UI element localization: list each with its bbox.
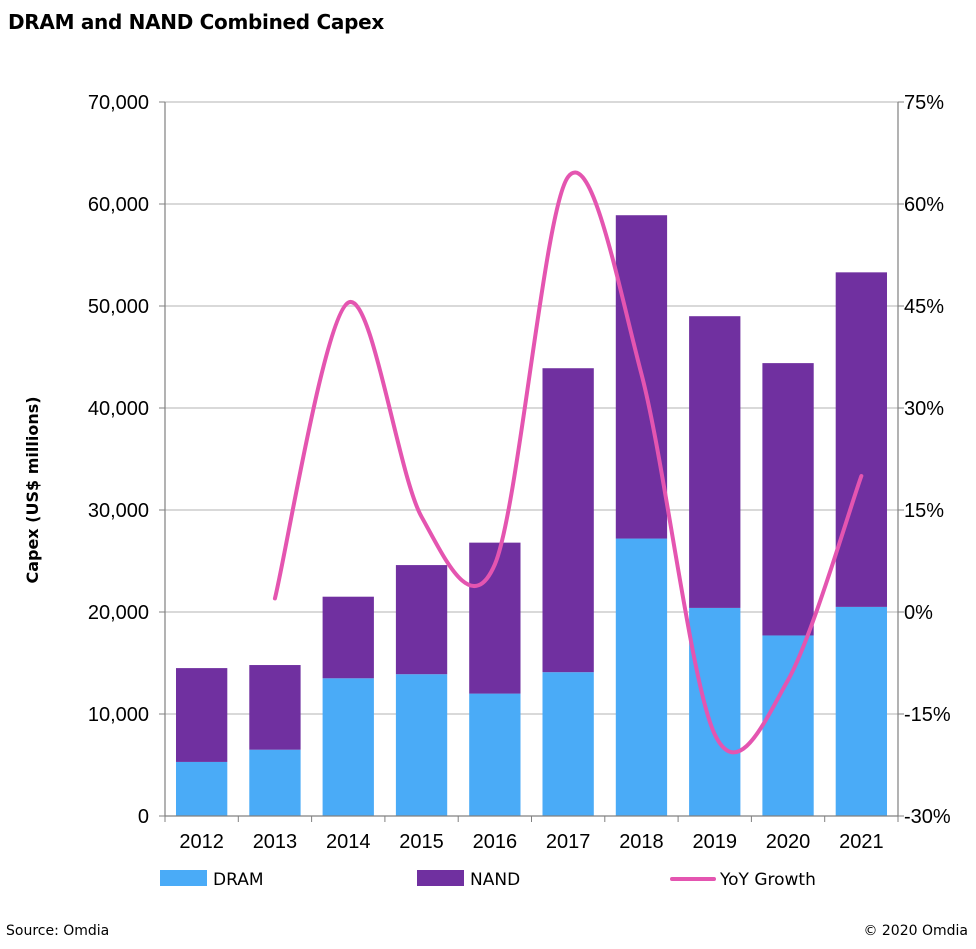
- y-tick-label: 40,000: [88, 398, 149, 420]
- y2-tick-label: 0%: [904, 602, 933, 624]
- nand-bar: [835, 272, 888, 607]
- x-tick-label: 2014: [326, 831, 371, 853]
- dram-bar: [175, 761, 228, 816]
- copyright-note: © 2020 Omdia: [863, 923, 968, 939]
- dram-bar: [469, 693, 521, 816]
- y-tick-label: 70,000: [88, 92, 149, 114]
- legend-swatch-nand: [417, 870, 464, 886]
- y-tick-label: 10,000: [88, 704, 149, 726]
- chart-title: DRAM and NAND Combined Capex: [8, 10, 384, 34]
- x-tick-label: 2018: [619, 831, 664, 853]
- dram-bar: [762, 635, 814, 816]
- x-tick-label: 2020: [766, 831, 811, 853]
- nand-bar: [395, 565, 448, 675]
- dram-bar: [249, 749, 301, 816]
- y2-tick-label: -30%: [904, 806, 951, 828]
- dram-bar: [542, 672, 594, 816]
- x-tick-label: 2013: [253, 831, 298, 853]
- y-tick-label: 0: [138, 806, 149, 828]
- dram-bar: [615, 538, 668, 816]
- yoy-growth-line: [272, 170, 864, 755]
- y-tick-label: 30,000: [88, 500, 149, 522]
- y2-tick-label: 15%: [904, 500, 944, 522]
- dram-bar: [689, 607, 741, 816]
- dram-bar: [835, 606, 888, 816]
- legend-swatch-dram: [160, 870, 207, 886]
- tick-labels: 0 -30% 10,000 -15% 20,000 0% 30,000 15% 40,000 30…: [88, 92, 951, 853]
- dram-bar: [395, 674, 448, 816]
- dram-bar: [322, 678, 374, 816]
- y2-tick-label: 45%: [904, 296, 944, 318]
- y-axis-title: Capex (US$ millions): [23, 396, 42, 583]
- nand-bar: [762, 363, 814, 636]
- legend-label-yoy-growth: YoY Growth: [719, 870, 816, 890]
- x-tick-label: 2021: [839, 831, 884, 853]
- nand-bar: [249, 665, 301, 750]
- x-tick-label: 2015: [399, 831, 444, 853]
- y2-tick-label: 75%: [904, 92, 944, 114]
- axes: [159, 101, 904, 822]
- x-tick-label: 2019: [693, 831, 738, 853]
- legend-label-dram: DRAM: [213, 870, 264, 890]
- y-tick-label: 50,000: [88, 296, 149, 318]
- nand-bar: [322, 596, 374, 679]
- y2-tick-label: 60%: [904, 194, 944, 216]
- nand-bar: [175, 668, 228, 762]
- legend-label-nand: NAND: [470, 870, 520, 890]
- legend: DRAM NAND YoY Growth: [160, 870, 816, 890]
- y-tick-label: 60,000: [88, 194, 149, 216]
- x-tick-label: 2017: [546, 831, 591, 853]
- yoy-growth-line-group: [272, 170, 864, 755]
- y2-tick-label: 30%: [904, 398, 944, 420]
- nand-bar: [689, 316, 741, 608]
- x-tick-label: 2016: [473, 831, 518, 853]
- nand-bar: [542, 368, 594, 673]
- y-tick-label: 20,000: [88, 602, 149, 624]
- x-tick-label: 2012: [179, 831, 224, 853]
- source-note: Source: Omdia: [6, 923, 110, 939]
- y2-tick-label: -15%: [904, 704, 951, 726]
